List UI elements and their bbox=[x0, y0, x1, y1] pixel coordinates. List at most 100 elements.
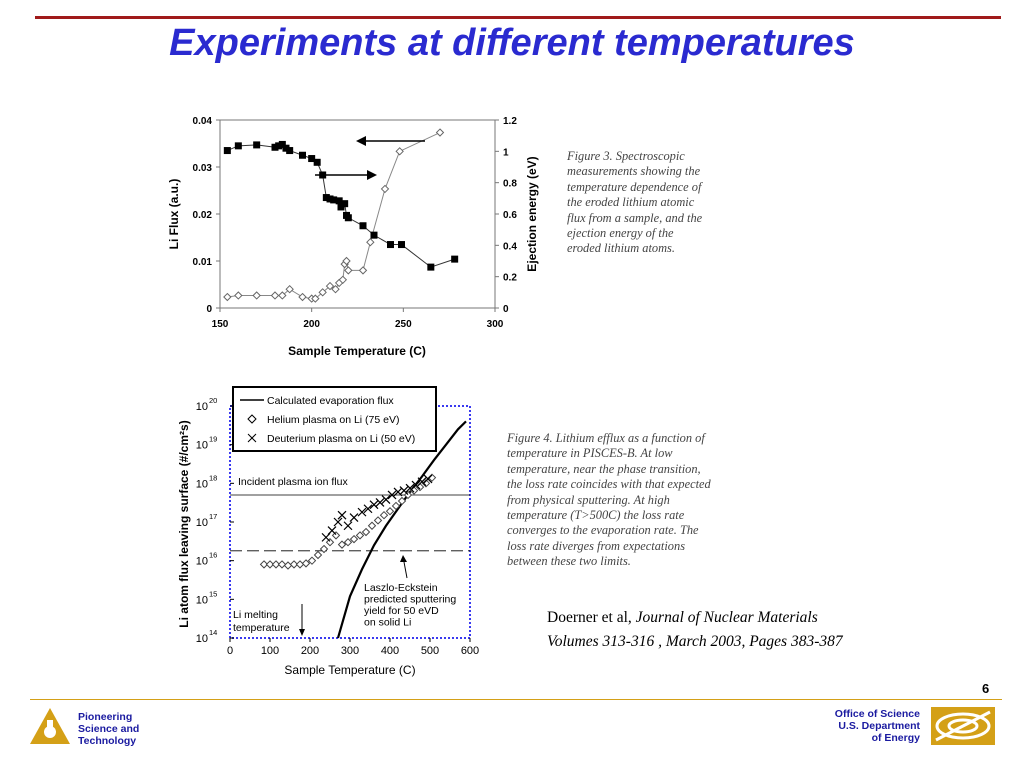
ejection-energy-point bbox=[223, 292, 232, 302]
footer-left-line: Technology bbox=[78, 735, 137, 747]
deuterium-mark-stroke bbox=[337, 510, 347, 520]
li-flux-point bbox=[398, 241, 405, 249]
melting-arrow-head bbox=[299, 629, 305, 636]
y2-tick-label: 1.2 bbox=[503, 116, 517, 127]
title-top-rule bbox=[35, 16, 1001, 19]
helium-data-point bbox=[349, 534, 359, 544]
li-flux-point bbox=[299, 151, 306, 159]
figure-4-chart: 0 100 200 300 400 500 600101410151016101710181… bbox=[177, 386, 479, 677]
deuterium-mark-stroke bbox=[343, 521, 353, 531]
helium-data-point bbox=[391, 501, 401, 511]
deuterium-mark-stroke bbox=[405, 483, 415, 493]
y2-tick-label: 0.4 bbox=[503, 241, 517, 252]
legend-x-marker bbox=[247, 433, 257, 443]
deuterium-mark-stroke bbox=[369, 500, 379, 510]
deuterium-data-point bbox=[387, 490, 397, 500]
legend-helium-label: Helium plasma on Li (75 eV) bbox=[267, 414, 399, 426]
helium-data-point bbox=[355, 531, 365, 540]
footer-left-text: Pioneering Science and Technology bbox=[78, 711, 139, 747]
deuterium-mark-stroke bbox=[417, 477, 427, 487]
fig3-y-axis-label: Li Flux (a.u.) bbox=[167, 179, 181, 250]
y-tick-label: 10 bbox=[196, 440, 208, 452]
li-flux-point bbox=[223, 147, 231, 155]
fig3-left-arrow bbox=[356, 136, 425, 146]
helium-data-point bbox=[367, 521, 377, 530]
li-flux-point bbox=[427, 263, 435, 271]
x-tick-label: 300 bbox=[341, 645, 359, 657]
fig3-right-arrow bbox=[315, 170, 377, 180]
fig3-plot-area bbox=[219, 119, 496, 309]
y-tick-exponent: 19 bbox=[209, 435, 217, 444]
deuterium-mark-stroke bbox=[375, 498, 385, 507]
li-flux-point bbox=[322, 194, 330, 202]
x-tick-label: 200 bbox=[303, 319, 320, 330]
ejection-energy-point bbox=[380, 184, 390, 194]
x-tick-label: 100 bbox=[261, 645, 279, 657]
deuterium-mark-stroke bbox=[327, 526, 337, 536]
x-tick-label: 400 bbox=[381, 645, 399, 657]
x-tick-label: 150 bbox=[212, 319, 229, 330]
deuterium-data-point bbox=[337, 510, 347, 520]
li-flux-point bbox=[359, 222, 367, 230]
figure-3-caption: Figure 3. Spectroscopic measurements sho… bbox=[567, 149, 703, 256]
x-tick-label: 200 bbox=[301, 645, 319, 657]
li-flux-point bbox=[282, 144, 290, 152]
y-tick-label: 0.01 bbox=[193, 257, 213, 268]
deuterium-data-point bbox=[349, 513, 359, 523]
deuterium-data-point bbox=[411, 480, 421, 490]
deuterium-mark-stroke bbox=[349, 513, 359, 523]
deuterium-data-point bbox=[357, 507, 367, 517]
y-tick-label: 0 bbox=[206, 304, 212, 315]
ejection-energy-point bbox=[366, 237, 375, 247]
li-flux-point bbox=[337, 203, 345, 211]
y2-tick-label: 0.2 bbox=[503, 273, 517, 284]
ejection-energy-point bbox=[325, 281, 335, 291]
deuterium-mark-stroke bbox=[399, 486, 409, 495]
laszlo-arrow-head bbox=[400, 555, 407, 562]
y-tick-label: 10 bbox=[196, 594, 208, 606]
y-tick-label: 0.02 bbox=[193, 210, 213, 221]
li-flux-point bbox=[387, 241, 394, 249]
deuterium-mark-stroke bbox=[381, 495, 391, 505]
helium-data-point bbox=[343, 538, 353, 547]
footer-left-line: Pioneering bbox=[78, 711, 133, 723]
citation-details: Volumes 313-316 , March 2003, Pages 383-… bbox=[547, 633, 843, 650]
y-tick-exponent: 18 bbox=[209, 473, 217, 482]
ejection-energy-point bbox=[358, 266, 368, 275]
helium-data-point bbox=[397, 496, 407, 506]
helium-data-point bbox=[301, 559, 311, 568]
legend-evaporation-label: Calculated evaporation flux bbox=[267, 395, 394, 407]
li-flux-point bbox=[313, 158, 321, 166]
li-flux-point bbox=[275, 142, 283, 150]
deuterium-mark-stroke bbox=[363, 504, 373, 514]
deuterium-mark-stroke bbox=[387, 490, 397, 500]
deuterium-data-point bbox=[369, 500, 379, 510]
footer-right-line: Office of Science bbox=[834, 708, 920, 720]
helium-data-point bbox=[277, 560, 287, 569]
deuterium-data-point bbox=[363, 504, 373, 514]
deuterium-mark-stroke bbox=[423, 474, 433, 484]
li-flux-point bbox=[370, 231, 378, 239]
ejection-energy-point bbox=[285, 284, 294, 294]
y-tick-label: 0.03 bbox=[193, 163, 213, 174]
y-tick-exponent: 20 bbox=[209, 396, 217, 405]
footer-right-line: of Energy bbox=[871, 732, 920, 744]
laszlo-label-line: yield for 50 eVD bbox=[364, 605, 439, 617]
helium-data-point bbox=[385, 507, 395, 516]
deuterium-data-point bbox=[327, 526, 337, 536]
y2-tick-label: 0 bbox=[503, 304, 509, 315]
helium-data-point bbox=[265, 560, 275, 569]
y-tick-label: 10 bbox=[196, 517, 208, 529]
deuterium-data-point bbox=[343, 521, 353, 531]
legend-deuterium-label: Deuterium plasma on Li (50 eV) bbox=[267, 433, 415, 445]
y-tick-label: 10 bbox=[196, 401, 208, 413]
deuterium-data-point bbox=[417, 477, 427, 487]
ejection-energy-point bbox=[234, 291, 243, 300]
li-flux-point bbox=[278, 140, 286, 148]
deuterium-mark-stroke bbox=[411, 480, 421, 490]
x-tick-label: 0 bbox=[227, 645, 233, 657]
fig3-y2-axis-label: Ejection energy (eV) bbox=[525, 156, 539, 271]
footer-left-line: Science and bbox=[78, 723, 140, 735]
helium-data-point bbox=[289, 560, 299, 569]
